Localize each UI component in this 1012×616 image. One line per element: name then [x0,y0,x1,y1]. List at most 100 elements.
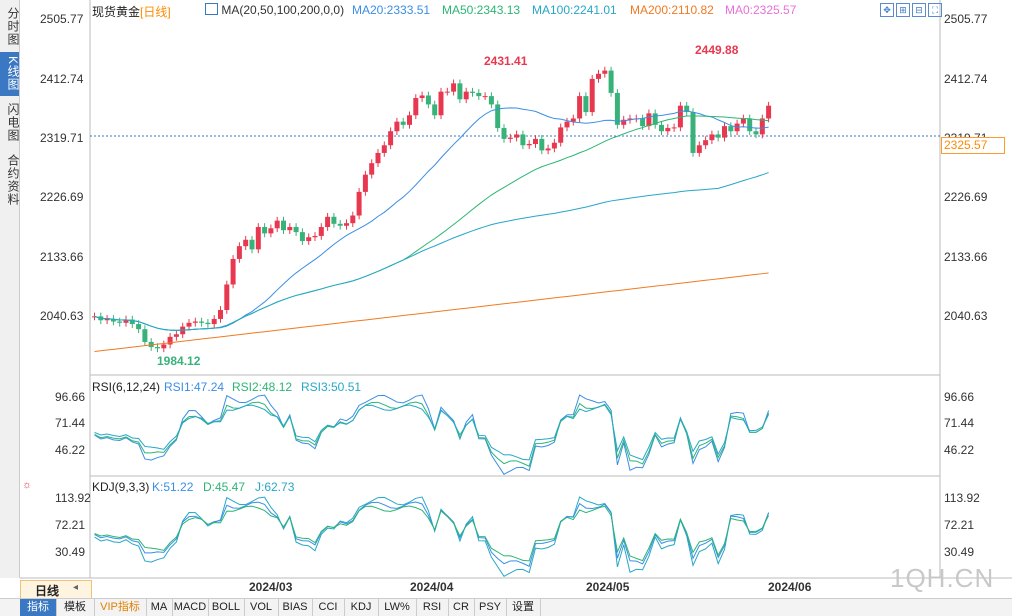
tab-contract-info[interactable]: 合约资料 [6,154,20,206]
candle-body [570,118,576,122]
indicator-tab[interactable]: MACD [172,599,209,616]
candle-body [142,329,148,342]
zoom-out-icon[interactable]: ⊟ [912,3,926,17]
kdj-right-tick: 113.92 [944,491,980,505]
indicator-tab[interactable]: PSY [474,599,507,616]
indicator-tab[interactable]: LW% [378,599,417,616]
indicator-tab[interactable]: CR [448,599,475,616]
candle-body [476,92,482,97]
candle-body [306,237,312,242]
indicator-tab[interactable]: VOL [244,599,279,616]
tab-lightning[interactable]: 闪电图 [6,102,20,142]
candle-body [419,95,425,99]
ma50-line [94,115,769,331]
fullscreen-icon[interactable]: ⛶ [928,3,942,17]
ma100-line [94,172,769,331]
candle-body [753,131,759,135]
rsi-tick: 96.66 [55,390,86,404]
indicator-tab[interactable]: 模板 [56,599,95,616]
candle-body [287,227,293,231]
ma-toggle-icon[interactable] [205,3,218,15]
candle-body [677,105,683,128]
candle-body [262,227,268,234]
kdj-k-value: K:51.22 [152,480,194,494]
candle-body [123,319,129,323]
indicator-tab[interactable]: BIAS [278,599,313,616]
period-selector[interactable]: 日线 ◂ [20,580,92,599]
candle-body [709,134,715,141]
candle-body [665,128,671,132]
indicator-tab[interactable]: CCI [312,599,345,616]
candle-body [703,140,709,146]
candle-body [451,83,457,92]
ma-title-text: MA(20,50,100,200,0,0) [221,3,345,17]
candle-body [249,239,255,250]
kdj-title: KDJ(9,3,3) [92,480,150,494]
rsi2-line [94,401,770,467]
candle-body [539,138,545,151]
indicator-tab[interactable]: VIP指标 [94,599,147,616]
candle-body [173,334,179,337]
kdj-j-value: J:62.73 [255,480,295,494]
candle-body [161,344,167,349]
candle-body [444,91,450,93]
tab-timeshare[interactable]: 分时图 [6,6,20,46]
candle-body [104,318,110,321]
candle-body [110,318,116,322]
right-price-tick: 2133.66 [944,250,988,264]
candle-body [507,137,513,139]
price-tick: 2319.71 [40,131,84,145]
candle-body [293,227,299,233]
candle-body [362,174,368,192]
candle-body [407,115,412,125]
ma100-value: MA100:2241.01 [532,3,617,17]
indicator-tab[interactable]: 设置 [506,599,541,616]
candle-body [627,118,633,120]
candle-body [394,121,400,132]
ma20-value: MA20:2333.51 [352,3,431,17]
rsi-right-tick: 96.66 [944,390,975,404]
candle-body [243,239,249,247]
candle-body [369,163,375,175]
ma0-value: MA0:2325.57 [725,3,797,17]
candle-body [230,258,236,285]
candle-body [438,91,444,116]
tab-kline[interactable]: K线图 [0,52,20,96]
candle-body [117,321,123,323]
indicator-tab[interactable]: 指标 [20,599,57,616]
indicator-tab[interactable]: KDJ [344,599,379,616]
ma200-line [94,272,769,353]
candle-body [199,321,205,323]
watermark: 1QH.CN [890,563,995,593]
candle-body [155,347,160,349]
indicator-tab[interactable]: MA [146,599,173,616]
low-annotation: 1984.12 [157,354,201,368]
kdj-settings-icon[interactable]: ☼ [22,479,33,491]
candle-body [268,228,274,234]
candle-body [495,104,501,129]
candle-body [337,223,343,226]
zoom-in-icon[interactable]: ⊞ [896,3,910,17]
period-label: [日线] [140,5,171,19]
candle-body [482,96,488,98]
rsi-right-tick: 46.22 [944,443,975,457]
candle-body [766,105,772,119]
x-tick: 2024/03 [249,580,293,594]
kdj-right-tick: 72.21 [944,518,975,532]
kdj-tick: 30.49 [55,545,86,559]
x-tick: 2024/04 [410,580,454,594]
candle-body [375,152,381,164]
indicator-tab[interactable]: RSI [416,599,449,616]
ma200-value: MA200:2110.82 [630,3,714,17]
rsi2-value: RSI2:48.12 [232,380,293,394]
right-price-tick: 2040.63 [944,309,988,323]
candle-body [646,113,652,127]
zoom-fit-icon[interactable]: ✥ [880,3,894,17]
indicator-tab[interactable]: BOLL [208,599,245,616]
candle-body [425,95,431,105]
candle-body [299,232,305,242]
candle-body [344,223,349,226]
candle-body [331,216,337,224]
kdj-j-line [94,496,770,577]
